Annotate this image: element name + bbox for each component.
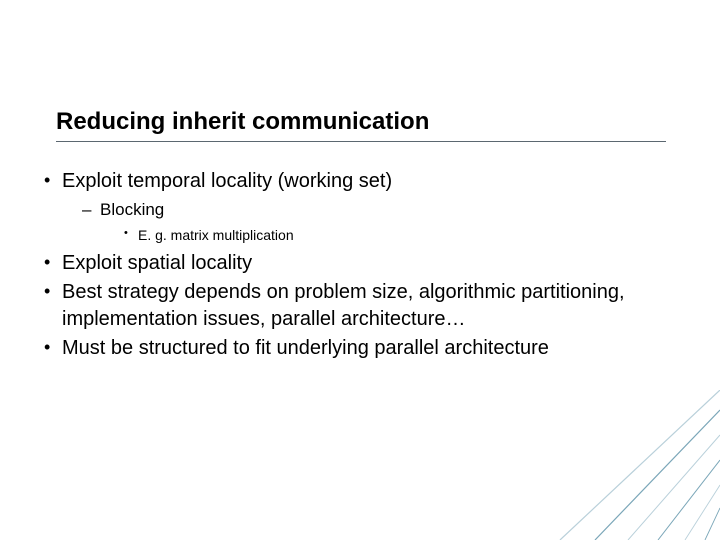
deco-line (658, 460, 720, 540)
bullet-item: Best strategy depends on problem size, a… (40, 279, 670, 333)
bullet-item: Must be structured to fit underlying par… (40, 335, 670, 362)
deco-line (560, 390, 720, 540)
slide: Reducing inherit communication Exploit t… (0, 0, 720, 540)
title-block: Reducing inherit communication (56, 108, 666, 142)
deco-line (595, 410, 720, 540)
bullet-sublist: Blocking E. g. matrix multiplication (62, 199, 670, 246)
deco-line (685, 485, 720, 540)
slide-title: Reducing inherit communication (56, 108, 666, 137)
title-underline (56, 141, 666, 142)
deco-line (705, 508, 720, 540)
corner-decoration (500, 390, 720, 540)
bullet-item: E. g. matrix multiplication (124, 226, 670, 246)
bullet-text: Best strategy depends on problem size, a… (62, 281, 625, 330)
bullet-item: Exploit temporal locality (working set) … (40, 168, 670, 246)
deco-line (628, 435, 720, 540)
content-block: Exploit temporal locality (working set) … (40, 168, 670, 364)
bullet-item: Blocking E. g. matrix multiplication (82, 199, 670, 246)
bullet-text: Exploit spatial locality (62, 252, 252, 274)
bullet-sublist: E. g. matrix multiplication (100, 226, 670, 246)
bullet-text: Blocking (100, 200, 164, 219)
bullet-text: Exploit temporal locality (working set) (62, 170, 392, 192)
bullet-text: Must be structured to fit underlying par… (62, 337, 549, 359)
bullet-item: Exploit spatial locality (40, 250, 670, 277)
bullet-text: E. g. matrix multiplication (138, 227, 294, 243)
bullet-list: Exploit temporal locality (working set) … (40, 168, 670, 362)
